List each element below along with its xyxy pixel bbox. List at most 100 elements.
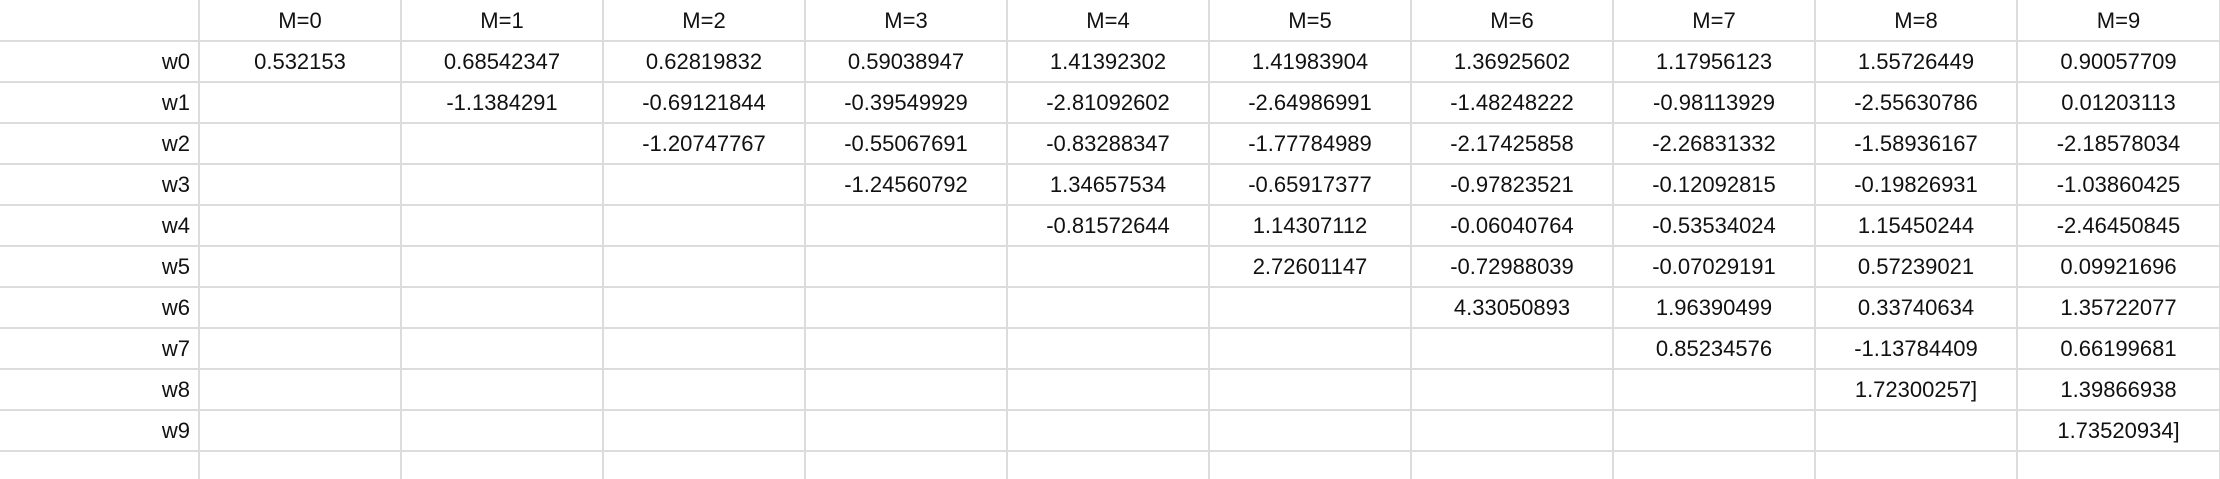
cell-w7-m1[interactable] — [401, 328, 604, 370]
cell-w8-m5[interactable] — [1209, 369, 1412, 411]
cell-w9-m1[interactable] — [401, 410, 604, 452]
empty-cell[interactable] — [2017, 451, 2220, 479]
cell-w5-m8[interactable]: 0.57239021 — [1815, 246, 2018, 288]
cell-w8-m1[interactable] — [401, 369, 604, 411]
cell-w3-m9[interactable]: -1.03860425 — [2017, 164, 2220, 206]
cell-w2-m7[interactable]: -2.26831332 — [1613, 123, 1816, 165]
column-header-m1[interactable]: M=1 — [401, 0, 604, 42]
cell-w3-m6[interactable]: -0.97823521 — [1411, 164, 1614, 206]
cell-w6-m0[interactable] — [199, 287, 402, 329]
cell-w3-m5[interactable]: -0.65917377 — [1209, 164, 1412, 206]
cell-w1-m6[interactable]: -1.48248222 — [1411, 82, 1614, 124]
row-label-w5[interactable]: w5 — [0, 246, 200, 288]
row-label-w7[interactable]: w7 — [0, 328, 200, 370]
cell-w9-m3[interactable] — [805, 410, 1008, 452]
cell-w4-m6[interactable]: -0.06040764 — [1411, 205, 1614, 247]
cell-w6-m8[interactable]: 0.33740634 — [1815, 287, 2018, 329]
cell-w8-m9[interactable]: 1.39866938 — [2017, 369, 2220, 411]
empty-cell[interactable] — [603, 451, 806, 479]
cell-w0-m5[interactable]: 1.41983904 — [1209, 41, 1412, 83]
cell-w8-m4[interactable] — [1007, 369, 1210, 411]
cell-w6-m9[interactable]: 1.35722077 — [2017, 287, 2220, 329]
cell-w2-m1[interactable] — [401, 123, 604, 165]
column-header-m7[interactable]: M=7 — [1613, 0, 1816, 42]
cell-w8-m3[interactable] — [805, 369, 1008, 411]
row-label-w8[interactable]: w8 — [0, 369, 200, 411]
cell-w5-m0[interactable] — [199, 246, 402, 288]
cell-w1-m2[interactable]: -0.69121844 — [603, 82, 806, 124]
cell-w0-m9[interactable]: 0.90057709 — [2017, 41, 2220, 83]
column-header-m0[interactable]: M=0 — [199, 0, 402, 42]
cell-w0-m6[interactable]: 1.36925602 — [1411, 41, 1614, 83]
cell-w7-m4[interactable] — [1007, 328, 1210, 370]
column-header-m2[interactable]: M=2 — [603, 0, 806, 42]
cell-w6-m3[interactable] — [805, 287, 1008, 329]
cell-w7-m5[interactable] — [1209, 328, 1412, 370]
cell-w3-m7[interactable]: -0.12092815 — [1613, 164, 1816, 206]
cell-w5-m9[interactable]: 0.09921696 — [2017, 246, 2220, 288]
cell-w7-m3[interactable] — [805, 328, 1008, 370]
cell-w1-m1[interactable]: -1.1384291 — [401, 82, 604, 124]
row-label-w6[interactable]: w6 — [0, 287, 200, 329]
cell-w2-m5[interactable]: -1.77784989 — [1209, 123, 1412, 165]
cell-w9-m6[interactable] — [1411, 410, 1614, 452]
cell-w9-m2[interactable] — [603, 410, 806, 452]
cell-w4-m3[interactable] — [805, 205, 1008, 247]
cell-w4-m9[interactable]: -2.46450845 — [2017, 205, 2220, 247]
cell-w8-m0[interactable] — [199, 369, 402, 411]
cell-w3-m4[interactable]: 1.34657534 — [1007, 164, 1210, 206]
cell-w5-m1[interactable] — [401, 246, 604, 288]
column-header-m4[interactable]: M=4 — [1007, 0, 1210, 42]
cell-w4-m4[interactable]: -0.81572644 — [1007, 205, 1210, 247]
cell-w4-m0[interactable] — [199, 205, 402, 247]
row-label-w3[interactable]: w3 — [0, 164, 200, 206]
cell-w0-m3[interactable]: 0.59038947 — [805, 41, 1008, 83]
cell-w3-m3[interactable]: -1.24560792 — [805, 164, 1008, 206]
column-header-m6[interactable]: M=6 — [1411, 0, 1614, 42]
cell-w1-m8[interactable]: -2.55630786 — [1815, 82, 2018, 124]
cell-w6-m6[interactable]: 4.33050893 — [1411, 287, 1614, 329]
row-label-w4[interactable]: w4 — [0, 205, 200, 247]
cell-w0-m8[interactable]: 1.55726449 — [1815, 41, 2018, 83]
cell-w9-m4[interactable] — [1007, 410, 1210, 452]
column-header-m5[interactable]: M=5 — [1209, 0, 1412, 42]
cell-w3-m1[interactable] — [401, 164, 604, 206]
cell-w7-m8[interactable]: -1.13784409 — [1815, 328, 2018, 370]
cell-w2-m4[interactable]: -0.83288347 — [1007, 123, 1210, 165]
cell-w1-m5[interactable]: -2.64986991 — [1209, 82, 1412, 124]
cell-w6-m2[interactable] — [603, 287, 806, 329]
cell-w0-m2[interactable]: 0.62819832 — [603, 41, 806, 83]
cell-w2-m3[interactable]: -0.55067691 — [805, 123, 1008, 165]
cell-w9-m7[interactable] — [1613, 410, 1816, 452]
column-header-m9[interactable]: M=9 — [2017, 0, 2220, 42]
cell-w1-m9[interactable]: 0.01203113 — [2017, 82, 2220, 124]
cell-w9-m0[interactable] — [199, 410, 402, 452]
cell-w5-m4[interactable] — [1007, 246, 1210, 288]
cell-w6-m5[interactable] — [1209, 287, 1412, 329]
cell-w4-m1[interactable] — [401, 205, 604, 247]
cell-w5-m2[interactable] — [603, 246, 806, 288]
empty-cell[interactable] — [1411, 451, 1614, 479]
cell-w5-m5[interactable]: 2.72601147 — [1209, 246, 1412, 288]
cell-w3-m2[interactable] — [603, 164, 806, 206]
cell-w8-m6[interactable] — [1411, 369, 1614, 411]
row-label-w0[interactable]: w0 — [0, 41, 200, 83]
cell-w2-m9[interactable]: -2.18578034 — [2017, 123, 2220, 165]
cell-w0-m0[interactable]: 0.532153 — [199, 41, 402, 83]
empty-cell[interactable] — [0, 451, 200, 479]
cell-w2-m0[interactable] — [199, 123, 402, 165]
cell-w9-m9[interactable]: 1.73520934] — [2017, 410, 2220, 452]
cell-w8-m7[interactable] — [1613, 369, 1816, 411]
cell-w0-m4[interactable]: 1.41392302 — [1007, 41, 1210, 83]
cell-w7-m0[interactable] — [199, 328, 402, 370]
cell-w9-m5[interactable] — [1209, 410, 1412, 452]
row-label-w9[interactable]: w9 — [0, 410, 200, 452]
cell-w7-m2[interactable] — [603, 328, 806, 370]
cell-w1-m4[interactable]: -2.81092602 — [1007, 82, 1210, 124]
cell-w4-m2[interactable] — [603, 205, 806, 247]
cell-w4-m7[interactable]: -0.53534024 — [1613, 205, 1816, 247]
cell-w6-m7[interactable]: 1.96390499 — [1613, 287, 1816, 329]
cell-w5-m6[interactable]: -0.72988039 — [1411, 246, 1614, 288]
column-header-m3[interactable]: M=3 — [805, 0, 1008, 42]
cell-w1-m7[interactable]: -0.98113929 — [1613, 82, 1816, 124]
